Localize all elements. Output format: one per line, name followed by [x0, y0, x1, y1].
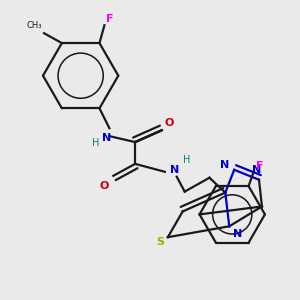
- Text: F: F: [106, 14, 114, 24]
- Text: S: S: [156, 237, 164, 247]
- Text: N: N: [252, 165, 262, 175]
- Text: N: N: [220, 160, 229, 170]
- Text: N: N: [232, 229, 242, 239]
- Text: O: O: [165, 118, 174, 128]
- Text: O: O: [99, 181, 108, 191]
- Text: H: H: [183, 155, 190, 165]
- Text: N: N: [102, 133, 111, 143]
- Text: F: F: [256, 161, 263, 171]
- Text: CH₃: CH₃: [26, 21, 42, 30]
- Text: H: H: [92, 138, 99, 148]
- Text: N: N: [170, 165, 179, 175]
